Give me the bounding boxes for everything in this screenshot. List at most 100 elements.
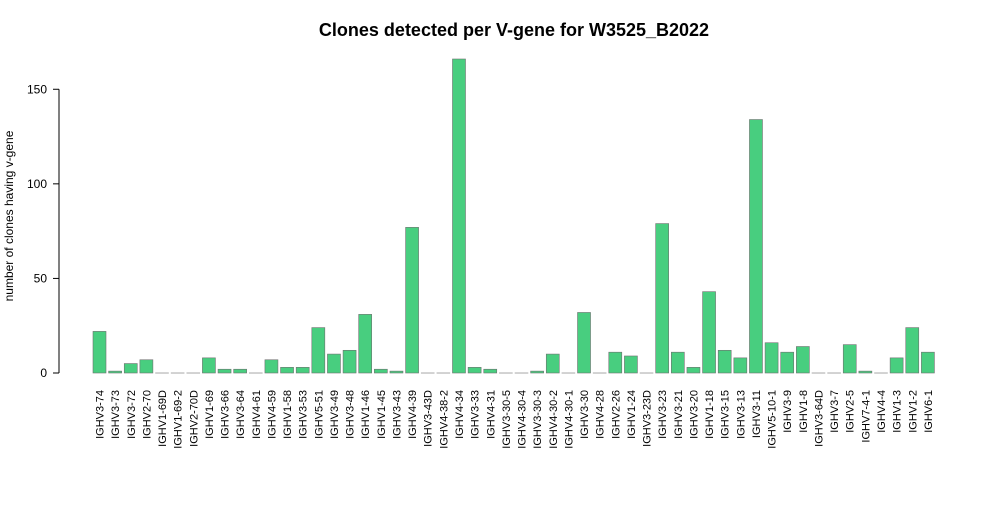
bar [703,292,716,373]
x-tick-label: IGHV6-1 [923,390,935,433]
x-tick-label: IGHV3-23 [657,390,669,439]
y-axis-label: number of clones having v-gene [2,130,16,301]
x-tick-label: IGHV3-13 [735,390,747,439]
x-tick-label: IGHV3-11 [751,390,763,438]
bar [265,360,278,373]
x-tick-label: IGHV1-58 [282,390,294,439]
x-tick-label: IGHV4-34 [454,390,466,439]
bar [531,371,544,373]
bar [687,367,700,373]
x-tick-label: IGHV1-3 [892,390,904,433]
x-tick-label: IGHV4-39 [407,390,419,439]
bar [921,352,934,373]
bar [281,367,294,373]
x-tick-label: IGHV4-4 [876,390,888,433]
x-tick-label: IGHV2-70 [141,390,153,439]
chart-title: Clones detected per V-gene for W3525_B20… [319,20,709,40]
bar [484,369,497,373]
x-tick-label: IGHV3-15 [720,390,732,439]
bar [890,358,903,373]
y-tick-label: 150 [27,82,47,96]
x-tick-label: IGHV4-61 [251,390,263,439]
y-tick-label: 0 [40,366,47,380]
x-tick-label: IGHV5-51 [313,390,325,439]
x-tick-label: IGHV3-30-3 [532,390,544,449]
bar [374,369,387,373]
x-tick-label: IGHV3-7 [829,390,841,433]
bar [781,352,794,373]
x-tick-label: IGHV2-70D [188,390,200,447]
bar [406,227,419,373]
x-tick-label: IGHV3-49 [329,390,341,439]
bar [202,358,215,373]
y-tick-label: 100 [27,177,47,191]
bar [452,59,465,373]
bar [906,328,919,373]
x-tick-label: IGHV3-23D [642,390,654,447]
bar [327,354,340,373]
bar [734,358,747,373]
x-tick-label: IGHV1-69D [157,390,169,447]
x-tick-label: IGHV1-69-2 [173,390,185,449]
x-tick-label: IGHV1-45 [376,390,388,439]
x-tick-label: IGHV5-10-1 [767,390,779,449]
bar [124,364,137,373]
x-tick-label: IGHV3-72 [126,390,138,439]
x-tick-label: IGHV3-74 [95,390,107,439]
bar [765,343,778,373]
bar [796,347,809,373]
x-tick-label: IGHV3-53 [298,390,310,439]
bar [296,367,309,373]
bar [234,369,247,373]
x-tick-label: IGHV2-26 [610,390,622,439]
x-tick-label: IGHV3-33 [470,390,482,439]
bar [468,367,481,373]
x-tick-label: IGHV4-31 [485,390,497,439]
bar [109,371,122,373]
bar [218,369,231,373]
x-tick-label: IGHV4-28 [595,390,607,439]
x-tick-label: IGHV1-18 [704,390,716,439]
bars [93,59,934,373]
x-tick-label: IGHV3-64D [813,390,825,447]
y-tick-label: 50 [34,271,48,285]
x-tick-label: IGHV4-59 [266,390,278,439]
bar [140,360,153,373]
x-tick-label: IGHV7-4-1 [860,390,872,443]
bar [359,314,372,373]
x-tick-label: IGHV1-2 [907,390,919,433]
x-tick-label: IGHV3-20 [688,390,700,439]
bar [843,345,856,373]
x-tick-label: IGHV4-38-2 [438,390,450,449]
x-tick-label: IGHV1-46 [360,390,372,439]
x-tick-label: IGHV3-43D [423,390,435,447]
bar [859,371,872,373]
x-tick-label: IGHV3-30 [579,390,591,439]
bar [656,224,669,373]
x-tick-label: IGHV4-30-1 [563,390,575,449]
x-tick-label: IGHV3-9 [782,390,794,433]
bar [312,328,325,373]
bar [749,120,762,373]
x-tick-label: IGHV1-8 [798,390,810,433]
x-tick-label: IGHV1-69 [204,390,216,439]
x-tick-label: IGHV4-30-4 [517,390,529,449]
bar [390,371,403,373]
bar [546,354,559,373]
bar [671,352,684,373]
x-tick-label: IGHV3-66 [220,390,232,439]
x-tick-label: IGHV3-21 [673,390,685,439]
bar [609,352,622,373]
bar [624,356,637,373]
bar [718,350,731,373]
x-tick-label: IGHV2-5 [845,390,857,433]
x-tick-label: IGHV3-64 [235,390,247,439]
x-tick-label: IGHV4-30-2 [548,390,560,449]
x-tick-label: IGHV3-30-5 [501,390,513,449]
x-tick-label: IGHV1-24 [626,390,638,439]
x-tick-label: IGHV3-73 [110,390,122,439]
y-axis: 0 50 100 150 [27,82,59,380]
